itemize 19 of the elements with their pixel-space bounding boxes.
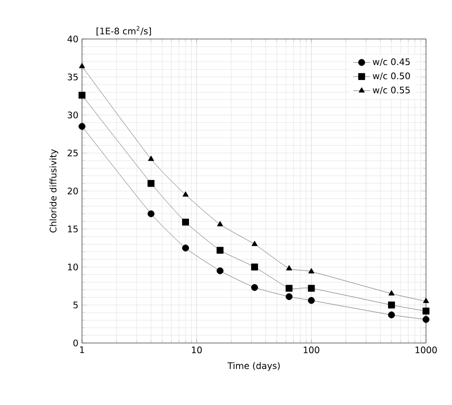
x-axis-title: Time (days): [227, 362, 280, 371]
y-tick-label: 5: [73, 302, 78, 308]
x-tick-label: 1: [80, 346, 84, 354]
x-tick-label: 1000: [416, 346, 437, 354]
y-tick-label: 25: [68, 150, 78, 156]
y-tick-label: 15: [68, 226, 78, 232]
x-tick-label: 10: [192, 346, 202, 354]
text: [1E-8 cm$^{2}$/s]: [96, 26, 151, 36]
y-tick-label: 0: [73, 340, 78, 346]
y-tick-label: 10: [68, 264, 78, 270]
y-tick-label: 30: [68, 112, 78, 118]
x-tick-label: 100: [304, 346, 320, 354]
legend-label: w/c 0.55: [372, 86, 410, 94]
legend-label: w/c 0.45: [372, 58, 410, 66]
legend-label: w/c 0.50: [372, 72, 410, 80]
y-axis-title: Chloride diffusivity: [50, 149, 58, 232]
y-tick-label: 35: [68, 74, 78, 80]
y-tick-label: 20: [68, 188, 78, 194]
y-tick-label: 40: [68, 36, 78, 42]
